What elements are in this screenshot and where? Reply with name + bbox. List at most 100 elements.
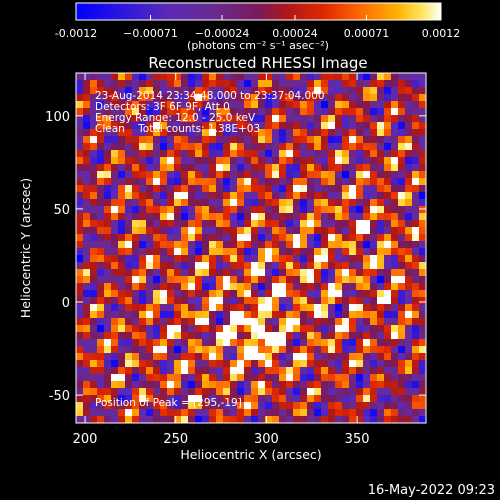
heatmap-cell [314, 360, 322, 368]
heatmap-cell [412, 185, 420, 193]
heatmap-cell [153, 164, 161, 172]
heatmap-cell [286, 157, 294, 165]
heatmap-cell [202, 374, 210, 382]
heatmap-cell [195, 185, 203, 193]
heatmap-cell [181, 115, 189, 123]
heatmap-cell [377, 255, 385, 263]
heatmap-cell [244, 87, 252, 95]
heatmap-cell [97, 171, 105, 179]
heatmap-cell [307, 290, 315, 298]
heatmap-cell [363, 241, 371, 249]
heatmap-cell [90, 409, 98, 417]
heatmap-cell [370, 248, 378, 256]
heatmap-cell [314, 290, 322, 298]
chart-title: Reconstructed RHESSI Image [148, 54, 367, 72]
heatmap-cell [209, 94, 217, 102]
heatmap-cell [363, 143, 371, 151]
heatmap-cell [370, 367, 378, 375]
heatmap-cell [349, 346, 357, 354]
heatmap-cell [153, 409, 161, 417]
heatmap-cell [237, 339, 245, 347]
heatmap-cell [384, 241, 392, 249]
heatmap-cell [356, 213, 364, 221]
heatmap-cell [97, 73, 105, 81]
heatmap-cell [237, 290, 245, 298]
heatmap-cell [335, 199, 343, 207]
heatmap-cell [139, 381, 147, 389]
heatmap-cell [90, 332, 98, 340]
heatmap-cell [391, 339, 399, 347]
heatmap-cell [216, 374, 224, 382]
heatmap-cell [139, 122, 147, 130]
heatmap-cell [237, 136, 245, 144]
heatmap-cell [237, 395, 245, 403]
heatmap-cell [342, 395, 350, 403]
heatmap-cell [377, 143, 385, 151]
heatmap-cell [132, 94, 140, 102]
x-tick-label: 350 [345, 432, 370, 447]
heatmap-cell [412, 227, 420, 235]
heatmap-cell [97, 157, 105, 165]
heatmap-cell [300, 213, 308, 221]
heatmap-cell [244, 409, 252, 417]
heatmap-cell [230, 304, 238, 312]
heatmap-cell [251, 192, 259, 200]
heatmap-cell [118, 143, 126, 151]
heatmap-cell [195, 332, 203, 340]
heatmap-cell [335, 234, 343, 242]
heatmap-cell [223, 220, 231, 228]
heatmap-cell [419, 220, 427, 228]
heatmap-cell [293, 108, 301, 116]
heatmap-cell [83, 185, 91, 193]
heatmap-cell [335, 220, 343, 228]
heatmap-cell [181, 353, 189, 361]
heatmap-cell [363, 101, 371, 109]
heatmap-cell [279, 108, 287, 116]
heatmap-cell [160, 129, 168, 137]
heatmap-cell [300, 339, 308, 347]
heatmap-cell [167, 164, 175, 172]
heatmap-cell [286, 129, 294, 137]
heatmap-cell [363, 87, 371, 95]
heatmap-cell [188, 262, 196, 270]
heatmap-cell [216, 199, 224, 207]
heatmap-cell [314, 311, 322, 319]
heatmap-cell [342, 248, 350, 256]
heatmap-cell [258, 192, 266, 200]
heatmap-cell [412, 367, 420, 375]
heatmap-cell [139, 220, 147, 228]
heatmap-cell [195, 304, 203, 312]
heatmap-cell [132, 164, 140, 172]
heatmap-cell [356, 150, 364, 158]
heatmap-cell [237, 374, 245, 382]
heatmap-cell [104, 227, 112, 235]
heatmap-cell [356, 374, 364, 382]
heatmap-cell [370, 108, 378, 116]
heatmap-cell [174, 353, 182, 361]
heatmap-cell [244, 346, 252, 354]
heatmap-cell [181, 367, 189, 375]
heatmap-cell [244, 80, 252, 88]
heatmap-cell [174, 283, 182, 291]
heatmap-cell [188, 73, 196, 81]
heatmap-cell [363, 311, 371, 319]
heatmap-cell [174, 395, 182, 403]
heatmap-cell [419, 192, 427, 200]
heatmap-cell [328, 206, 336, 214]
heatmap-cell [398, 325, 406, 333]
heatmap-cell [160, 80, 168, 88]
heatmap-cell [412, 178, 420, 186]
heatmap-cell [125, 192, 133, 200]
heatmap-cell [153, 332, 161, 340]
heatmap-cell [209, 276, 217, 284]
heatmap-cell [377, 115, 385, 123]
heatmap-cell [342, 374, 350, 382]
heatmap-cell [188, 164, 196, 172]
heatmap-cell [153, 199, 161, 207]
heatmap-cell [83, 416, 91, 424]
heatmap-cell [139, 129, 147, 137]
heatmap-cell [398, 367, 406, 375]
heatmap-cell [209, 346, 217, 354]
heatmap-cell [342, 304, 350, 312]
heatmap-cell [132, 395, 140, 403]
